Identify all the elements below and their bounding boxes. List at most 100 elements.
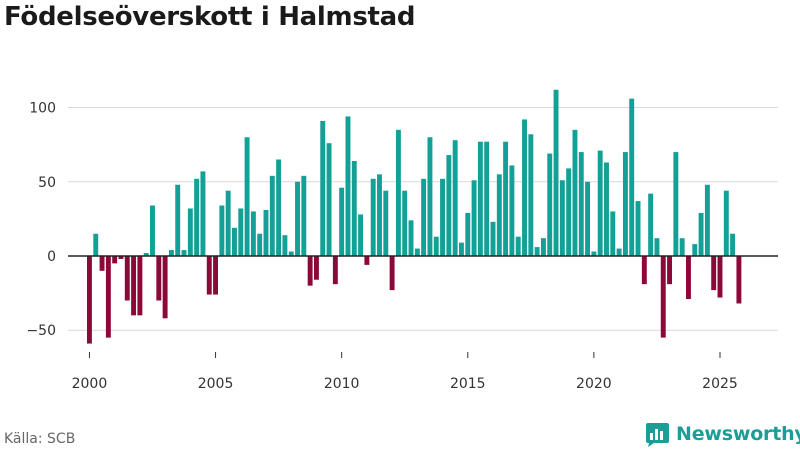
bar [704, 184, 710, 256]
bar [351, 160, 357, 256]
bar [515, 236, 521, 256]
bar [528, 134, 534, 256]
bar [244, 137, 250, 256]
bar [194, 178, 200, 256]
bar [459, 242, 464, 256]
y-tick-label: 0 [47, 249, 56, 265]
bar [421, 178, 427, 256]
bar [93, 233, 99, 256]
bar [629, 98, 635, 256]
bar [200, 171, 206, 256]
bar [440, 178, 446, 256]
bar [105, 255, 111, 338]
bar [168, 250, 174, 256]
bar [187, 208, 193, 256]
bar [660, 255, 666, 338]
bar [282, 235, 288, 256]
bar [389, 255, 395, 291]
bar [269, 175, 275, 256]
bar [181, 250, 187, 256]
bar [124, 255, 130, 301]
bar [257, 233, 263, 256]
bar [465, 212, 471, 256]
bar [213, 255, 219, 295]
bar [547, 153, 553, 256]
bar [288, 251, 294, 256]
bar [238, 208, 244, 256]
bar [471, 180, 477, 256]
bar [427, 137, 433, 256]
bar [358, 214, 364, 256]
bar [496, 174, 502, 256]
y-tick-label: 100 [29, 101, 56, 117]
bar [402, 190, 408, 256]
bar [345, 116, 351, 256]
bar [616, 248, 622, 256]
bars [86, 89, 742, 344]
bar [540, 238, 546, 256]
bar [175, 184, 181, 256]
bar [698, 212, 704, 256]
bar [332, 255, 338, 285]
bar [408, 220, 414, 256]
bar [219, 205, 225, 256]
source-note: Källa: SCB [4, 431, 76, 447]
bar [667, 255, 673, 285]
bar [99, 255, 105, 271]
bar [553, 89, 559, 256]
bar [654, 238, 660, 256]
bar [414, 248, 420, 256]
bar [686, 255, 691, 300]
bar [723, 190, 729, 256]
brand-logo: Newsworthy [645, 421, 800, 447]
bar [320, 120, 326, 256]
bar [339, 187, 345, 256]
bar [585, 181, 591, 256]
bar [143, 253, 149, 256]
bar [635, 201, 641, 256]
bar [484, 141, 490, 256]
bar [446, 155, 452, 256]
y-tick-label: 50 [38, 175, 56, 191]
bar [162, 255, 168, 319]
bar [566, 168, 572, 256]
bar [490, 221, 496, 256]
bar [673, 152, 679, 256]
bar [597, 150, 603, 256]
bar [250, 211, 256, 256]
bar [131, 255, 137, 316]
y-tick-label: −50 [26, 323, 56, 339]
bar [263, 209, 269, 256]
bar [150, 205, 155, 256]
bar [679, 238, 685, 256]
bar [86, 255, 92, 344]
bar [572, 129, 578, 256]
bar [622, 152, 628, 256]
x-tick-label: 2005 [198, 376, 234, 392]
bar [452, 140, 458, 256]
bar [225, 190, 231, 256]
bar [648, 193, 654, 256]
bar [301, 175, 307, 256]
bar [364, 255, 370, 265]
y-axis-ticks: −50 0 50 100 [26, 101, 56, 340]
x-axis-ticks: 2000 2005 2010 2015 2020 2025 [72, 352, 738, 392]
bar [509, 165, 515, 256]
bar [377, 174, 382, 256]
bar [156, 255, 162, 301]
bar [578, 152, 584, 256]
bar [641, 255, 647, 285]
bar [276, 159, 282, 256]
brand-name: Newsworthy [676, 423, 800, 445]
x-tick-label: 2010 [324, 376, 360, 392]
bar [118, 255, 124, 259]
bar [736, 255, 742, 304]
bar [206, 255, 212, 295]
x-tick-label: 2025 [702, 376, 738, 392]
chart-title: Födelseöverskott i Halmstad [4, 2, 416, 32]
x-tick-label: 2000 [72, 376, 108, 392]
bar [559, 180, 565, 256]
x-tick-label: 2015 [450, 376, 486, 392]
bar-chart: −50 0 50 100 2000 2005 2010 2015 2020 2025 [26, 89, 778, 392]
bar [383, 190, 389, 256]
